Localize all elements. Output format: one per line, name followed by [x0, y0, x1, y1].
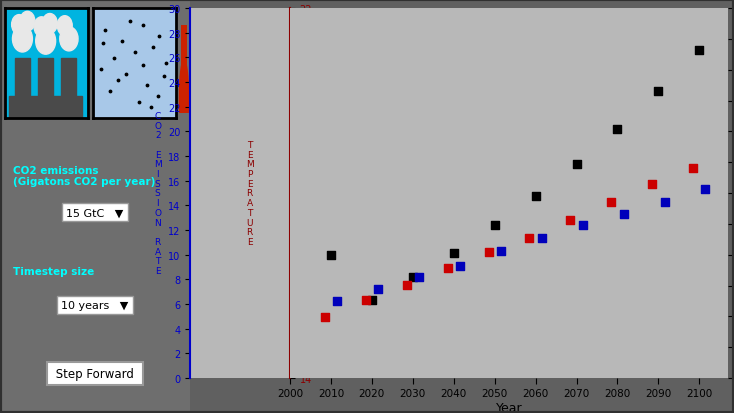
Text: Timestep size: Timestep size	[13, 266, 95, 276]
Point	[319, 314, 330, 320]
Point	[489, 222, 501, 229]
Bar	[9, 97, 82, 119]
Point	[658, 199, 670, 205]
X-axis label: Year: Year	[495, 401, 523, 413]
Text: Step Forward: Step Forward	[52, 367, 138, 380]
Point	[483, 249, 495, 255]
Point	[448, 250, 459, 256]
Point	[606, 199, 617, 205]
Text: C
O
2

E
M
I
S
S
I
O
N

R
A
T
E: C O 2 E M I S S I O N R A T E	[154, 112, 161, 275]
Point	[530, 193, 542, 200]
Point	[372, 286, 384, 293]
Text: 15 GtC   ▼: 15 GtC ▼	[66, 208, 123, 218]
Circle shape	[57, 17, 72, 36]
Point	[407, 275, 418, 281]
Point	[536, 235, 548, 242]
Point	[360, 297, 371, 303]
Point	[687, 165, 699, 172]
Point	[401, 282, 413, 289]
Point	[611, 126, 623, 133]
Circle shape	[43, 14, 57, 34]
Bar	[62, 58, 76, 119]
Circle shape	[12, 16, 26, 36]
Point	[454, 263, 466, 269]
Point	[442, 265, 454, 272]
Circle shape	[179, 61, 189, 137]
Point	[331, 298, 343, 304]
Point	[700, 187, 711, 193]
Bar	[15, 58, 30, 119]
Text: 10 years   ▼: 10 years ▼	[62, 301, 128, 311]
Point	[413, 275, 425, 281]
Point	[577, 222, 589, 229]
Circle shape	[12, 26, 32, 53]
Point	[366, 297, 378, 303]
Point	[653, 89, 664, 95]
Circle shape	[36, 29, 56, 55]
Circle shape	[20, 12, 35, 32]
Bar	[38, 58, 53, 119]
Point	[618, 211, 630, 218]
Text: CO2 emissions
(Gigatons CO2 per year): CO2 emissions (Gigatons CO2 per year)	[13, 165, 156, 187]
Circle shape	[59, 28, 78, 52]
Point	[570, 161, 582, 168]
Point	[694, 47, 705, 54]
Point	[647, 182, 658, 188]
Bar	[181, 26, 187, 96]
Point	[495, 248, 506, 255]
Point	[523, 235, 535, 242]
Point	[564, 217, 576, 223]
Circle shape	[34, 18, 49, 38]
Point	[325, 252, 337, 259]
Text: T
E
M
P
E
R
A
T
U
R
E: T E M P E R A T U R E	[246, 141, 253, 247]
